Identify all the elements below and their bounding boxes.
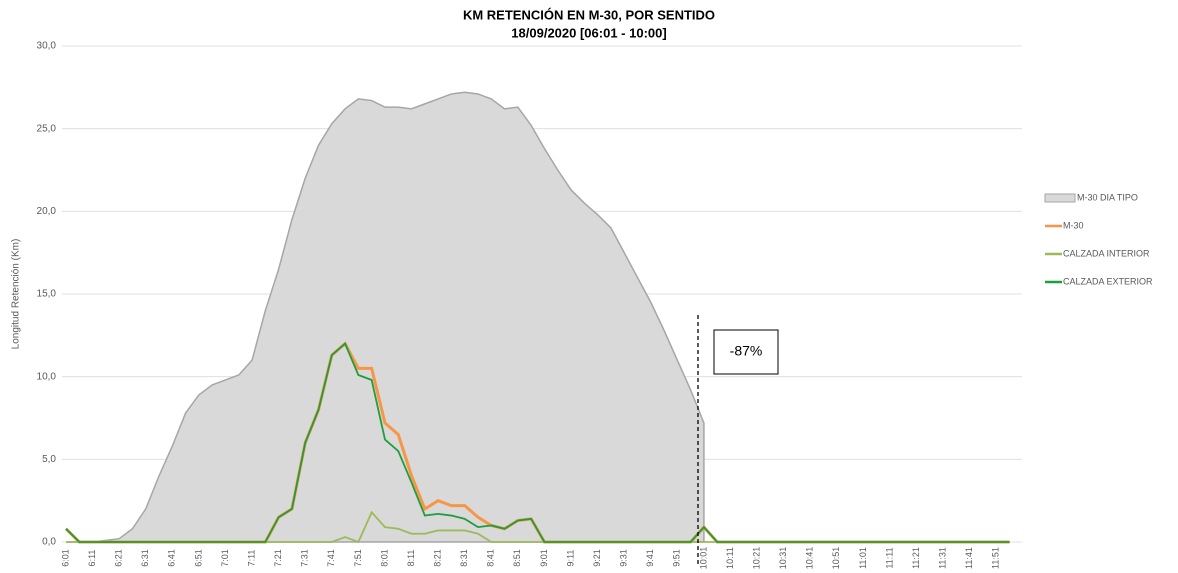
x-tick-label: 6:51 [193, 549, 203, 567]
x-tick-label: 11:31 [938, 547, 948, 569]
x-tick-label: 11:21 [911, 547, 921, 569]
y-tick-label: 25,0 [37, 123, 57, 134]
x-tick-label: 10:11 [725, 547, 735, 569]
y-tick-label: 5,0 [42, 454, 56, 465]
x-tick-label: 10:41 [805, 547, 815, 570]
legend-label: CALZADA EXTERIOR [1063, 276, 1153, 286]
y-tick-label: 30,0 [37, 41, 57, 52]
x-tick-label: 9:51 [672, 549, 682, 567]
x-tick-label: 6:01 [60, 549, 70, 567]
x-tick-label: 8:21 [432, 549, 442, 567]
area [66, 91, 705, 543]
x-tick-label: 8:51 [512, 549, 522, 567]
x-tick-label: 10:31 [778, 547, 788, 570]
legend-label: CALZADA INTERIOR [1063, 248, 1150, 258]
x-tick-label: 6:31 [140, 549, 150, 567]
y-tick-label: 20,0 [37, 206, 57, 217]
x-tick-label: 9:11 [565, 550, 575, 567]
annotation: -87% [730, 343, 763, 359]
x-tick-label: 7:01 [220, 549, 230, 567]
x-tick-label: 11:11 [884, 547, 894, 568]
x-tick-label: 7:11 [246, 550, 256, 567]
x-tick-label: 11:41 [964, 547, 974, 569]
x-tick-label: 11:51 [991, 547, 1001, 569]
x-tick-label: 7:51 [353, 549, 363, 567]
legend-swatch [1044, 193, 1076, 203]
y-tick-label: 15,0 [37, 289, 57, 300]
x-tick-label: 7:41 [326, 549, 336, 567]
x-tick-label: 7:31 [300, 549, 310, 567]
y-tick-label: 10,0 [37, 371, 57, 382]
y-axis-label: Longitud Retención (Km) [11, 239, 22, 350]
legend-label: M-30 [1063, 220, 1084, 230]
annotation-box [713, 329, 779, 375]
x-tick-label: 6:21 [114, 549, 124, 567]
x-tick-label: 8:41 [486, 549, 496, 567]
chart-title: KM RETENCIÓN EN M-30, POR SENTIDO [463, 7, 715, 22]
x-tick-label: 6:11 [87, 550, 97, 567]
x-tick-label: 7:21 [273, 549, 283, 567]
x-tick-label: 8:31 [459, 549, 469, 567]
x-tick-label: 8:01 [379, 549, 389, 567]
x-tick-label: 10:01 [698, 547, 708, 570]
x-tick-label: 8:11 [406, 550, 416, 567]
x-tick-label: 10:51 [831, 547, 841, 570]
chart-subtitle: 18/09/2020 [06:01 - 10:00] [511, 25, 666, 40]
x-tick-label: 11:01 [858, 547, 868, 569]
legend-label: M-30 DIA TIPO [1077, 192, 1138, 202]
x-tick-label: 6:41 [167, 549, 177, 567]
x-tick-label: 9:21 [592, 549, 602, 567]
line [65, 342, 1010, 543]
y-tick-label: 0,0 [42, 537, 56, 548]
x-tick-label: 9:41 [645, 549, 655, 567]
x-tick-label: 9:01 [539, 549, 549, 567]
x-tick-label: 9:31 [619, 549, 629, 567]
x-tick-label: 10:21 [751, 547, 761, 570]
